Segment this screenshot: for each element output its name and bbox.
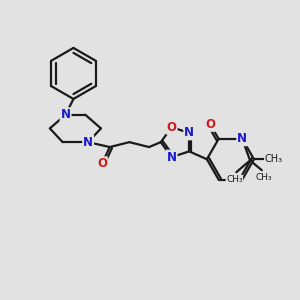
Text: N: N: [237, 132, 247, 145]
Text: N: N: [83, 136, 93, 148]
Text: CH₃: CH₃: [265, 154, 283, 164]
Text: O: O: [167, 121, 177, 134]
Text: N: N: [184, 126, 194, 140]
Text: O: O: [205, 118, 215, 131]
Text: CH₃: CH₃: [226, 175, 243, 184]
Text: CH₃: CH₃: [256, 173, 272, 182]
Text: N: N: [61, 108, 70, 121]
Text: N: N: [167, 151, 177, 164]
Text: O: O: [97, 157, 107, 170]
